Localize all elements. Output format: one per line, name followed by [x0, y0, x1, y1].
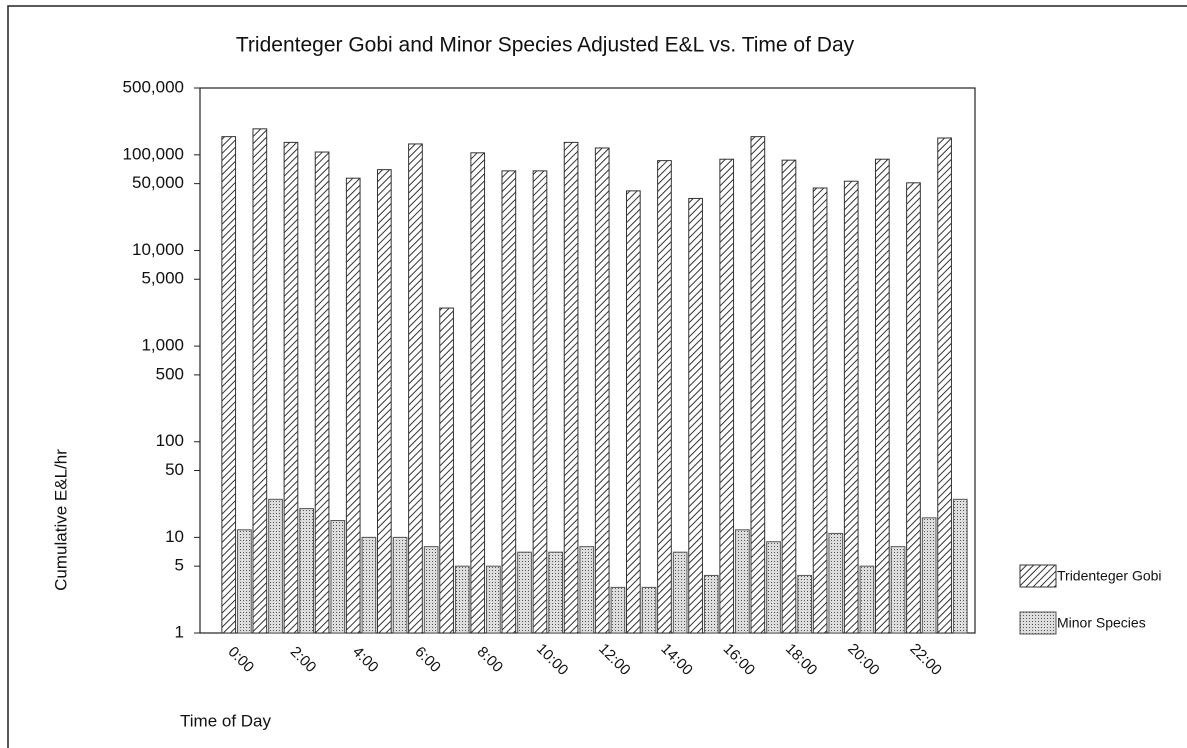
y-tick-label: 100,000	[123, 144, 184, 163]
bar	[376, 169, 392, 634]
bar	[859, 565, 875, 634]
bar	[890, 546, 906, 634]
y-tick-label: 10,000	[132, 240, 184, 259]
bar	[548, 551, 564, 634]
bar	[501, 170, 517, 634]
y-tick-label: 50	[165, 460, 184, 479]
bar	[688, 197, 703, 634]
y-tick-label: 500	[156, 364, 184, 383]
bar	[268, 498, 283, 634]
bar	[828, 532, 844, 634]
bar	[610, 586, 626, 634]
bar	[237, 529, 252, 634]
legend-swatch	[1019, 564, 1057, 588]
bar	[532, 170, 548, 634]
bar	[921, 517, 937, 634]
bar	[252, 128, 268, 634]
y-tick-label: 1	[175, 622, 184, 641]
bar	[470, 152, 486, 634]
y-tick-label: 100	[156, 431, 184, 450]
bar	[874, 158, 890, 634]
bar	[719, 158, 735, 634]
bar	[361, 536, 377, 634]
bar	[906, 182, 921, 634]
bar	[766, 541, 781, 634]
legend-label: Tridenteger Gobi	[1057, 568, 1162, 584]
bar	[703, 574, 719, 634]
bar	[750, 136, 766, 634]
bar	[657, 160, 672, 634]
x-tick-label: 4:00	[349, 643, 382, 676]
x-tick-label: 0:00	[225, 643, 258, 676]
x-tick-label: 6:00	[411, 643, 444, 676]
bar	[423, 546, 439, 634]
y-axis-label: Cumulative E&L/hr	[51, 449, 70, 591]
y-tick-label: 50,000	[132, 173, 184, 192]
bar	[579, 546, 595, 634]
bar	[937, 137, 952, 634]
bar	[392, 536, 408, 634]
bar	[221, 136, 237, 634]
x-tick-label: 18:00	[782, 640, 821, 679]
bar	[952, 498, 968, 634]
bar	[345, 177, 361, 634]
x-tick-label: 22:00	[906, 640, 945, 679]
bar	[843, 180, 859, 634]
x-tick-label: 10:00	[533, 640, 572, 679]
bar	[330, 520, 346, 634]
bar	[641, 586, 657, 634]
bar	[486, 565, 501, 634]
legend-label: Minor Species	[1057, 615, 1146, 631]
bar	[517, 551, 532, 634]
y-tick-label: 5	[175, 556, 184, 575]
bar	[594, 147, 610, 634]
y-tick-label: 1,000	[141, 336, 184, 355]
y-tick-label: 10	[165, 527, 184, 546]
frame	[7, 5, 1187, 748]
bar	[454, 565, 470, 634]
x-tick-label: 16:00	[720, 640, 759, 679]
bar	[408, 143, 423, 634]
bar	[314, 151, 330, 634]
bar	[781, 159, 797, 634]
x-tick-label: 8:00	[474, 643, 507, 676]
x-tick-label: 2:00	[287, 643, 320, 676]
y-tick-label: 500,000	[123, 77, 184, 96]
bar	[812, 187, 828, 634]
bar	[625, 190, 641, 634]
bar	[672, 551, 688, 634]
x-tick-label: 12:00	[595, 640, 634, 679]
x-tick-label: 14:00	[657, 640, 696, 679]
bar	[283, 141, 299, 634]
x-tick-label: 20:00	[844, 640, 883, 679]
bar	[735, 529, 750, 634]
y-tick-label: 5,000	[141, 269, 184, 288]
chart-title: Tridenteger Gobi and Minor Species Adjus…	[236, 34, 855, 57]
bar	[299, 508, 315, 634]
bar	[563, 141, 579, 634]
legend-swatch	[1019, 611, 1057, 635]
bar	[797, 574, 813, 634]
bar	[439, 307, 454, 634]
x-axis-label: Time of Day	[180, 711, 272, 730]
